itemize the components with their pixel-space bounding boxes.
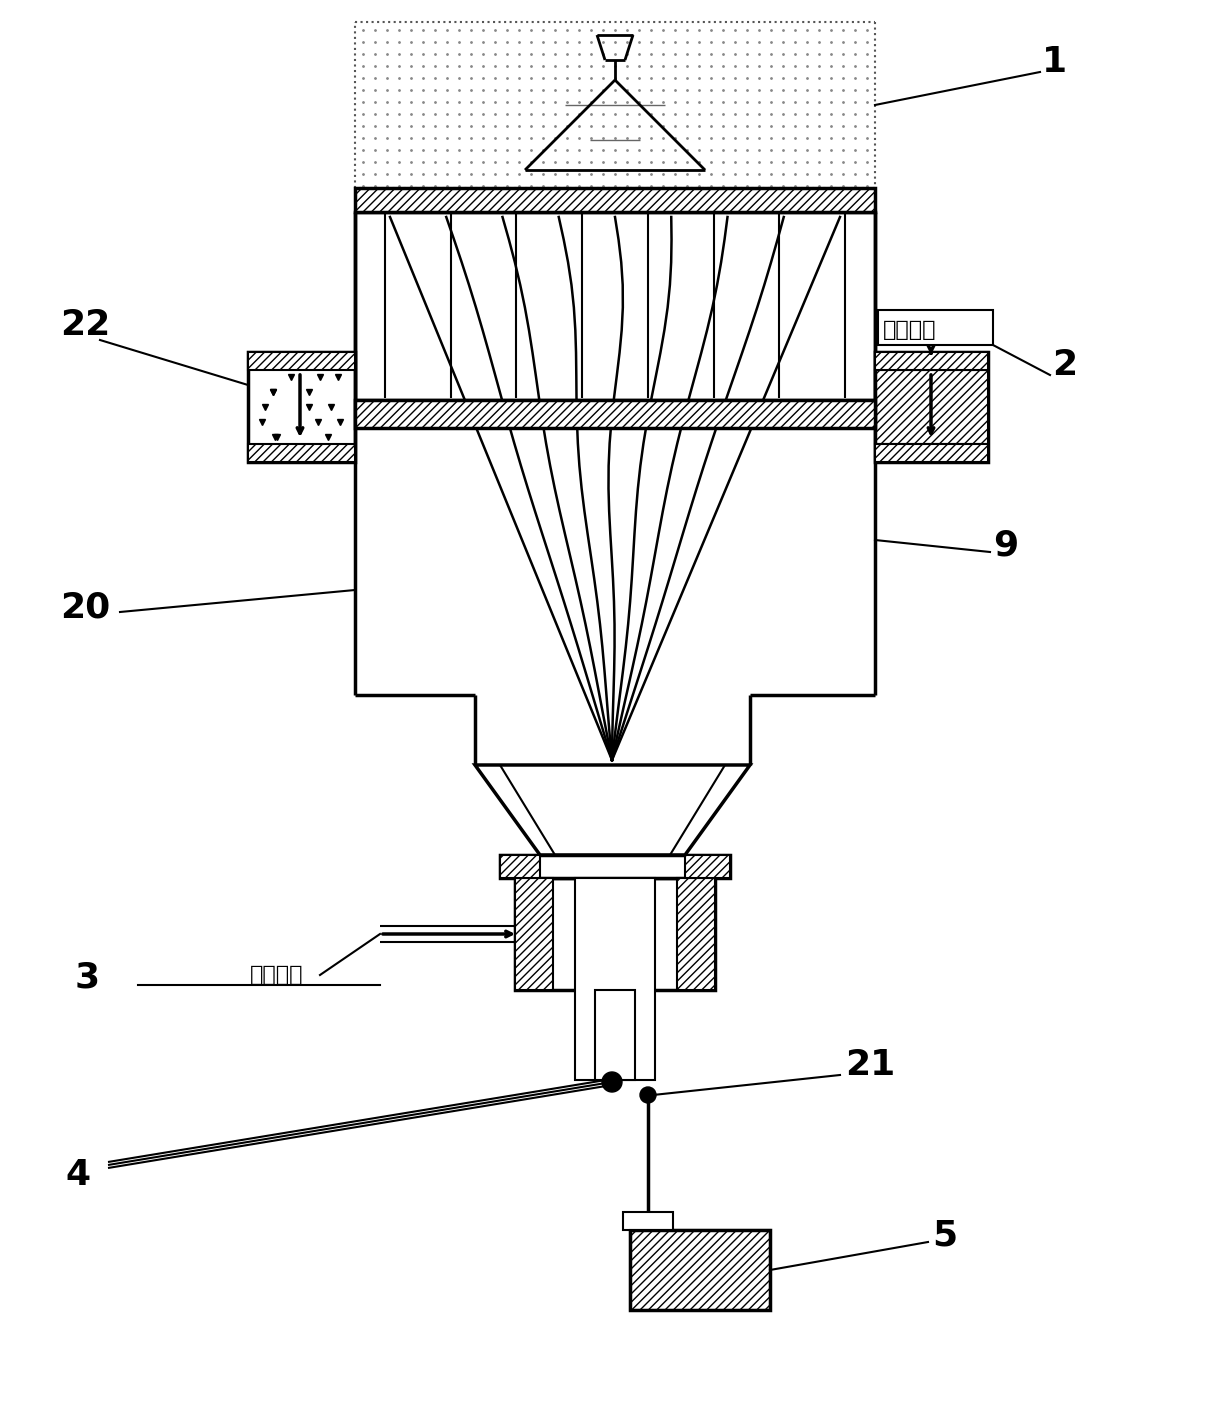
Bar <box>355 188 875 213</box>
Circle shape <box>640 1087 656 1103</box>
Bar <box>514 878 553 990</box>
Bar <box>630 1230 770 1310</box>
Text: 1: 1 <box>1042 46 1067 78</box>
Polygon shape <box>475 765 750 855</box>
Text: 22: 22 <box>60 308 110 342</box>
Bar <box>500 855 730 878</box>
Text: 3: 3 <box>76 960 100 995</box>
Polygon shape <box>247 352 355 462</box>
Text: 4: 4 <box>65 1157 90 1192</box>
Text: 高速气流: 高速气流 <box>250 965 304 985</box>
Text: 2: 2 <box>1052 348 1078 382</box>
Bar <box>623 1212 673 1230</box>
Bar <box>247 352 355 370</box>
Bar <box>355 400 875 428</box>
Bar <box>514 878 716 990</box>
Text: 压缩气源: 压缩气源 <box>883 320 936 340</box>
Bar <box>685 855 730 878</box>
Text: 9: 9 <box>993 528 1018 562</box>
Circle shape <box>602 1072 622 1092</box>
Bar <box>875 352 989 370</box>
Bar <box>595 990 635 1080</box>
Bar <box>878 310 993 345</box>
Bar <box>677 878 716 990</box>
Bar <box>875 444 989 462</box>
Bar <box>575 878 655 1080</box>
Bar <box>355 213 875 400</box>
Text: 21: 21 <box>845 1047 895 1082</box>
Polygon shape <box>875 352 989 462</box>
Bar <box>500 855 540 878</box>
Bar <box>630 1230 770 1310</box>
Bar <box>247 444 355 462</box>
Text: 20: 20 <box>60 591 110 625</box>
Text: 5: 5 <box>933 1219 957 1251</box>
Bar <box>875 370 989 444</box>
